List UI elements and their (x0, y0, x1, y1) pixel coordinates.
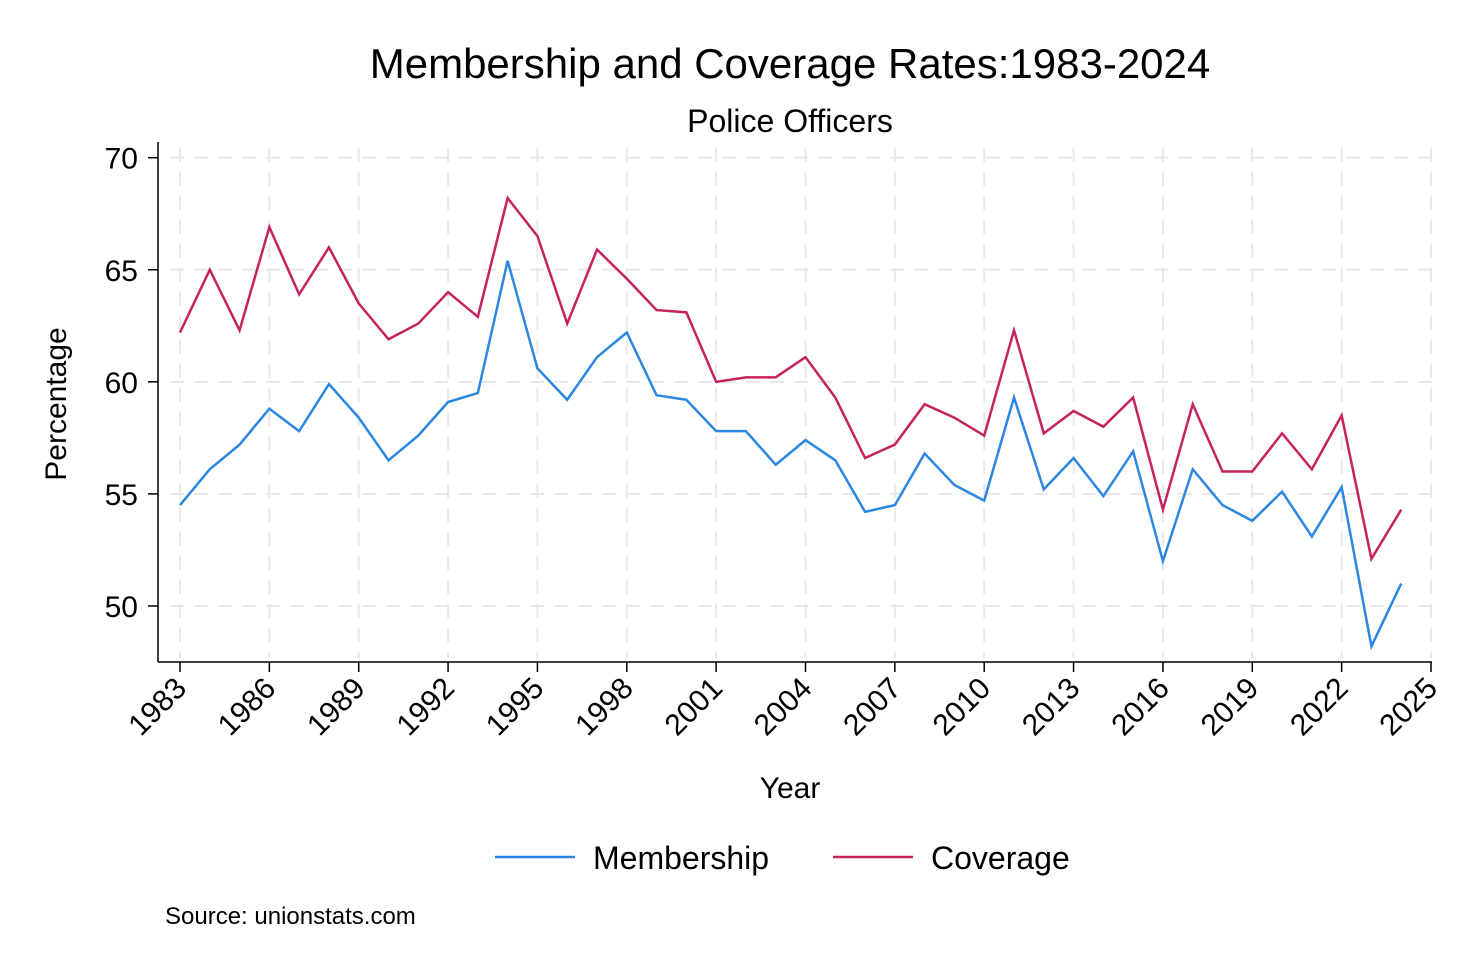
y-tick-label: 50 (105, 591, 138, 624)
x-axis-label: Year (760, 772, 821, 805)
y-axis-ticks: 50 55 60 65 70 (105, 143, 158, 624)
series-lines (178, 195, 1403, 651)
legend-item-coverage: Coverage (833, 840, 1070, 876)
axes (157, 142, 1432, 663)
series-line-coverage (178, 195, 1403, 563)
legend: Membership Coverage (495, 840, 1070, 876)
y-tick-label: 55 (105, 479, 138, 512)
chart-title: Membership and Coverage Rates:1983-2024 (370, 40, 1211, 87)
gridlines (170, 148, 1435, 658)
legend-label-coverage: Coverage (931, 840, 1070, 876)
chart-subtitle: Police Officers (687, 103, 893, 139)
legend-item-membership: Membership (495, 840, 769, 876)
y-tick-label: 70 (105, 143, 138, 176)
series-line-membership (179, 260, 1403, 651)
source-note: Source: unionstats.com (165, 903, 416, 930)
y-tick-label: 60 (105, 367, 138, 400)
y-axis-label: Percentage (40, 327, 73, 480)
legend-label-membership: Membership (593, 840, 769, 876)
y-tick-label: 65 (105, 255, 138, 288)
